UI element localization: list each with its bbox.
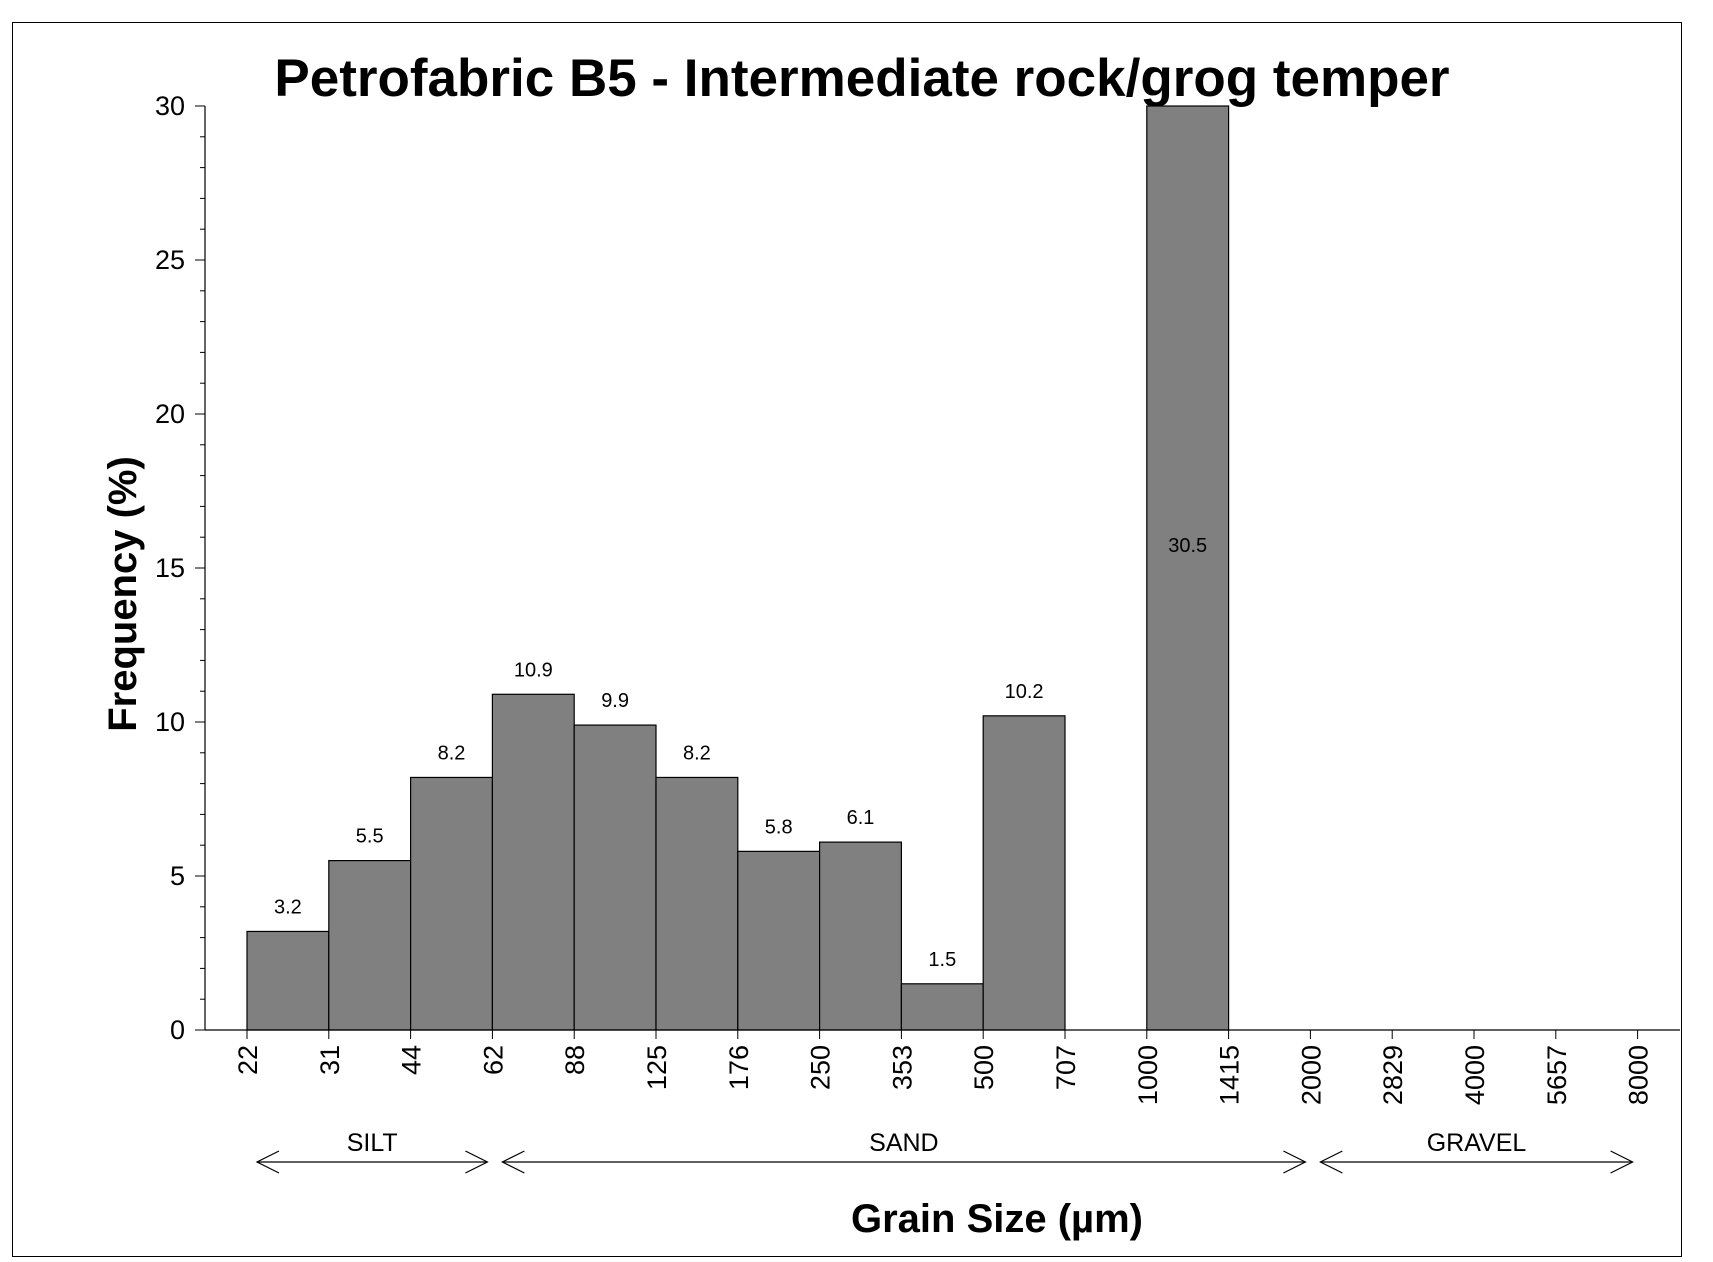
bar-3 (491, 693, 575, 1031)
y-tick-label: 10 (155, 707, 185, 737)
x-tick-label: 2829 (1378, 1045, 1408, 1105)
class-arrow-left-head (501, 1150, 525, 1174)
bar-9 (982, 715, 1066, 1031)
x-tick-label: 1415 (1215, 1045, 1245, 1105)
x-tick-label: 31 (315, 1045, 345, 1075)
x-tick-label: 44 (397, 1045, 427, 1075)
bar-value-label: 9.9 (601, 690, 629, 712)
bars-group: 3.2 5.5 8.2 10.9 9.9 8.2 5.8 6.1 1.5 10.2 30.5 (246, 105, 1230, 1031)
x-tick-label: 500 (969, 1045, 999, 1090)
bar-value-label: 3.2 (274, 896, 302, 918)
x-tick-label: 250 (806, 1045, 836, 1090)
bar-value-label: 30.5 (1168, 535, 1207, 557)
y-tick-label: 25 (155, 245, 185, 275)
size-class-sand: SAND (501, 1129, 1307, 1174)
chart-title: Petrofabric B5 - Intermediate rock/grog … (274, 49, 1449, 108)
x-tick-label: 707 (1051, 1045, 1081, 1090)
x-tick-label: 88 (560, 1045, 590, 1075)
bar-2 (410, 776, 494, 1031)
x-tick-label: 176 (724, 1045, 754, 1090)
bar-value-label: 10.2 (1005, 681, 1044, 703)
class-arrow-right-head (1610, 1150, 1634, 1174)
x-tick-label: 4000 (1460, 1045, 1490, 1105)
bar-6 (737, 850, 821, 1031)
y-tick-label: 20 (155, 399, 185, 429)
bar-value-label: 6.1 (847, 807, 875, 829)
bar-8 (900, 983, 984, 1031)
bar-value-label: 1.5 (928, 949, 956, 971)
class-label: SAND (869, 1129, 938, 1157)
class-label: GRAVEL (1427, 1129, 1527, 1157)
x-tick-label: 353 (887, 1045, 917, 1090)
size-class-gravel: GRAVEL (1319, 1129, 1634, 1174)
x-tick-label: 62 (478, 1045, 508, 1075)
x-tick-label: 1000 (1133, 1045, 1163, 1105)
axes-group: 0 5 10 15 20 25 30 22 31 44 62 88 125 176 250 353 500 707… (155, 91, 1680, 1105)
y-tick-label: 30 (155, 91, 185, 121)
x-tick-label: 125 (642, 1045, 672, 1090)
x-axis-label: Grain Size (µm) (851, 1197, 1143, 1241)
bar-0 (246, 930, 330, 1031)
class-label: SILT (347, 1129, 398, 1157)
class-arrow-right-head (1283, 1150, 1307, 1174)
x-tick-label: 5657 (1542, 1045, 1572, 1105)
bar-value-label: 8.2 (438, 742, 466, 764)
x-tick-label: 2000 (1296, 1045, 1326, 1105)
bar-5 (655, 776, 739, 1031)
y-axis-label: Frequency (%) (101, 456, 145, 732)
bar-7 (818, 841, 902, 1031)
y-tick-label: 5 (170, 861, 185, 891)
bar-10 (1146, 105, 1230, 1031)
y-tick-label: 0 (170, 1015, 185, 1045)
size-classes-group: SILT SAND GRAVEL (255, 1129, 1634, 1174)
x-tick-label: 22 (233, 1045, 263, 1075)
size-class-silt: SILT (255, 1129, 489, 1174)
bar-value-label: 10.9 (514, 659, 553, 681)
chart-frame (12, 22, 1682, 1257)
class-arrow-right-head (465, 1150, 489, 1174)
bar-value-label: 5.8 (765, 816, 793, 838)
y-tick-label: 15 (155, 553, 185, 583)
bar-1 (328, 859, 412, 1031)
bar-value-label: 8.2 (683, 742, 711, 764)
x-tick-label: 8000 (1624, 1045, 1654, 1105)
class-arrow-left-head (1319, 1150, 1343, 1174)
bar-value-label: 5.5 (356, 826, 384, 848)
bar-4 (573, 724, 657, 1031)
class-arrow-left-head (255, 1150, 280, 1174)
